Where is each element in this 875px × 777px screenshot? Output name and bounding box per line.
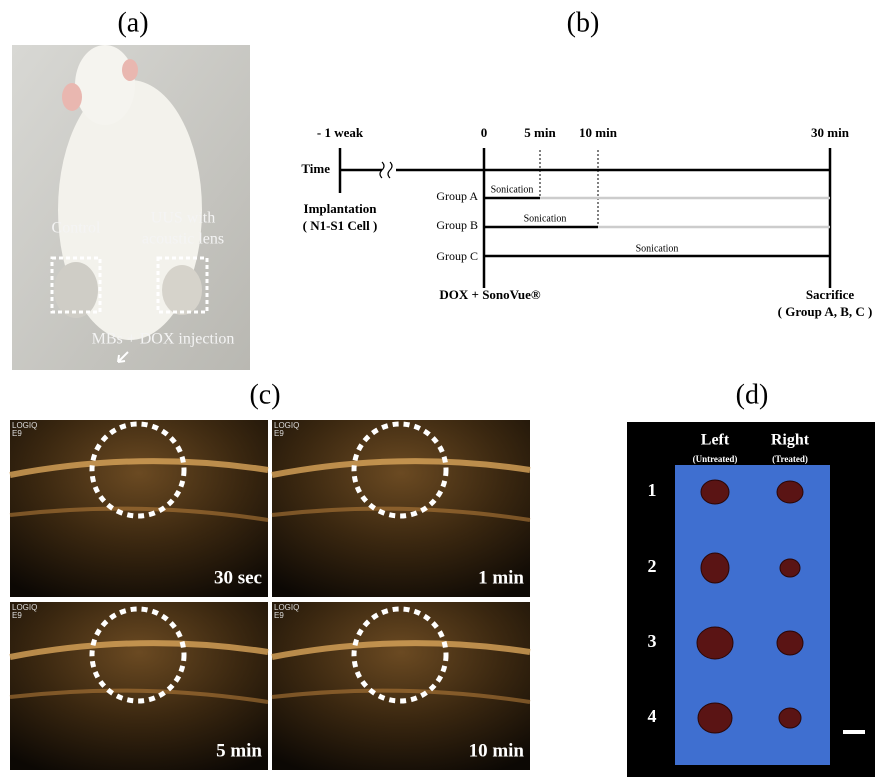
group-label: Group B [436, 218, 478, 232]
tumor [780, 559, 800, 577]
sonication-label: Sonication [491, 184, 534, 195]
event-label: DOX + SonoVue® [439, 287, 540, 302]
time-point: 5 min [524, 125, 556, 140]
time-label: 10 min [469, 740, 525, 761]
rat-head [75, 45, 135, 125]
time-point: 0 [481, 125, 488, 140]
scanner-logo: E9 [12, 611, 22, 620]
panel-label: (d) [736, 379, 769, 410]
time-label: 1 min [478, 567, 524, 588]
event-label: Sacrifice [806, 287, 855, 302]
tumor-right [162, 265, 202, 315]
time-point: 30 min [811, 125, 850, 140]
sonication-label: Sonication [636, 243, 679, 254]
column-title: Right [771, 432, 810, 449]
group-label: Group C [436, 249, 478, 263]
timeline [340, 148, 830, 288]
column-subtitle: (Treated) [772, 454, 808, 464]
time-label: 5 min [216, 740, 262, 761]
annotation: acoustic lens [142, 231, 224, 248]
column-subtitle: (Untreated) [693, 454, 738, 464]
tumor [697, 627, 733, 659]
scanner-logo: E9 [12, 429, 22, 438]
tumor [777, 481, 803, 503]
panel-label: (a) [117, 7, 148, 38]
sonication-label: Sonication [524, 213, 567, 224]
row-label: 2 [648, 556, 657, 576]
annotation: UUS with [151, 210, 215, 227]
axis-title: Time [301, 161, 330, 176]
row-label: 1 [648, 480, 657, 500]
tumor [701, 480, 729, 504]
event-label: ( N1-S1 Cell ) [303, 218, 378, 233]
panel-label: (c) [249, 379, 280, 410]
panel-label: (b) [567, 7, 600, 38]
tumor [779, 708, 801, 728]
row-label: 3 [648, 631, 657, 651]
event-label: Implantation [304, 201, 378, 216]
figure: (a) Control UUS with acoustic lens MBs +… [0, 0, 875, 777]
tumor-left [54, 262, 98, 318]
scale-bar [843, 730, 865, 734]
time-label: 30 sec [214, 567, 262, 588]
tumor [698, 703, 732, 733]
rat-ear [62, 83, 82, 111]
scanner-logo: E9 [274, 429, 284, 438]
axis-break [380, 162, 392, 178]
rat-ear [122, 59, 138, 81]
group-label: Group A [436, 189, 478, 203]
event-label: ( Group A, B, C ) [778, 304, 873, 319]
tumor [777, 631, 803, 655]
row-label: 4 [648, 706, 657, 726]
tumor [701, 553, 729, 583]
scanner-logo: E9 [274, 611, 284, 620]
column-title: Left [701, 432, 730, 449]
annotation: Control [52, 220, 101, 237]
annotation: MBs + DOX injection [92, 331, 235, 348]
time-point: 10 min [579, 125, 618, 140]
time-point: - 1 weak [317, 125, 364, 140]
